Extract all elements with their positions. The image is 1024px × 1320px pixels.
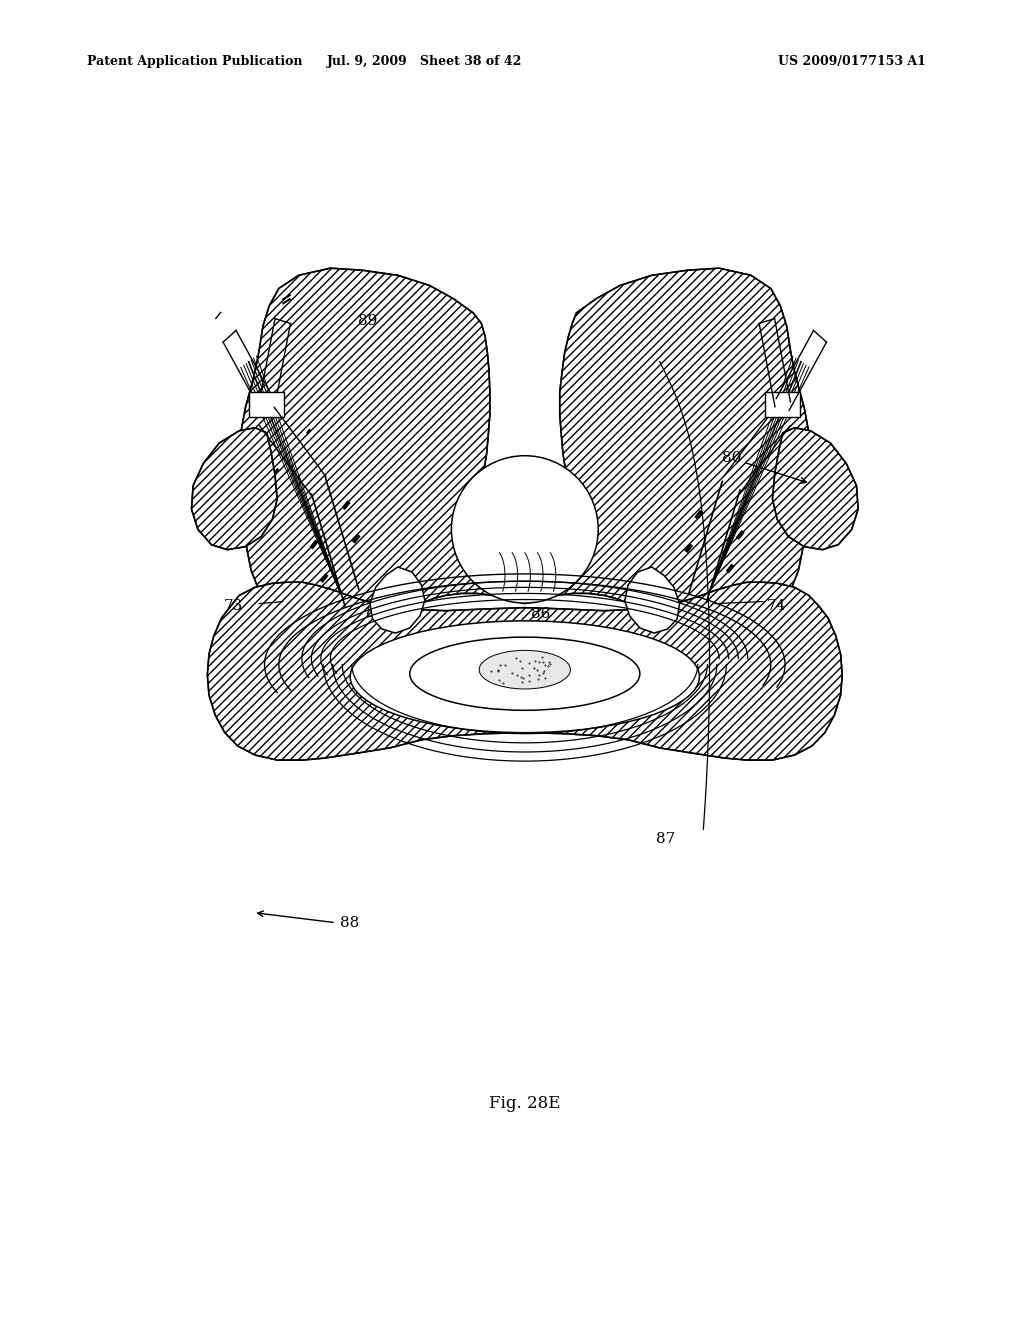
Text: Patent Application Publication: Patent Application Publication bbox=[87, 55, 302, 69]
Polygon shape bbox=[772, 428, 858, 549]
Text: US 2009/0177153 A1: US 2009/0177153 A1 bbox=[778, 55, 926, 69]
Text: 88: 88 bbox=[340, 916, 359, 929]
Text: Jul. 9, 2009   Sheet 38 of 42: Jul. 9, 2009 Sheet 38 of 42 bbox=[328, 55, 522, 69]
Text: 73: 73 bbox=[224, 598, 243, 612]
Text: 74: 74 bbox=[767, 598, 786, 612]
Text: 82: 82 bbox=[461, 487, 480, 500]
Text: Fig. 28E: Fig. 28E bbox=[489, 1096, 560, 1113]
Ellipse shape bbox=[350, 620, 699, 733]
Polygon shape bbox=[250, 392, 285, 417]
Polygon shape bbox=[370, 568, 425, 634]
Ellipse shape bbox=[452, 455, 598, 603]
Text: 86: 86 bbox=[531, 607, 551, 620]
Ellipse shape bbox=[479, 651, 570, 689]
Polygon shape bbox=[240, 268, 811, 638]
Text: 87: 87 bbox=[655, 833, 675, 846]
Polygon shape bbox=[207, 582, 842, 760]
Text: 89: 89 bbox=[358, 314, 378, 329]
Polygon shape bbox=[625, 568, 680, 634]
Text: 84: 84 bbox=[367, 606, 385, 619]
Polygon shape bbox=[191, 428, 278, 549]
Ellipse shape bbox=[410, 638, 640, 710]
Text: 80: 80 bbox=[722, 451, 806, 483]
Polygon shape bbox=[765, 392, 800, 417]
